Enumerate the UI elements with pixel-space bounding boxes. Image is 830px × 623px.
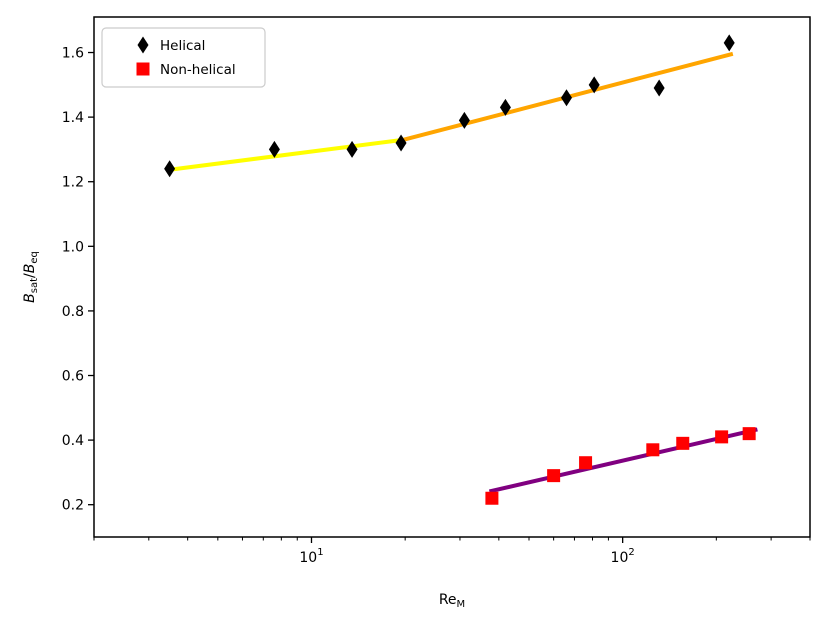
axis-labels-layer: ReM Bsat/Beq [22, 251, 465, 610]
axes-spines [93, 16, 811, 538]
legend-diamond-icon [137, 36, 149, 54]
non-helical-fit-line [488, 427, 758, 494]
legend-square-icon [136, 62, 150, 76]
x-tick-label: 101 [299, 547, 323, 566]
legend-box [101, 27, 266, 88]
y-tick-label: 0.4 [62, 433, 84, 449]
axes-layer [93, 16, 811, 538]
y-tick-label: 1.4 [62, 110, 84, 126]
non-helical-data-point [485, 491, 499, 505]
non-helical-data-point [676, 436, 690, 450]
non-helical-data-point [579, 456, 593, 470]
ticks-layer: 101 102 0.2 0.4 0.6 0.8 1.0 1.2 1.4 1.6 [62, 46, 811, 566]
non-helical-data-point [547, 469, 561, 483]
y-tick-label: 0.2 [62, 498, 84, 514]
helical-data-point [346, 140, 358, 158]
helical-data-point [268, 140, 280, 158]
y-tick-label: 1.6 [62, 46, 84, 62]
helical-data-point [723, 34, 735, 52]
helical-fit-low-Re-line [169, 137, 405, 172]
legend: Helical Non-helical [101, 27, 266, 88]
legend-item-label: Helical [160, 38, 205, 54]
non-helical-data-point [715, 430, 729, 444]
helical-data-point [588, 76, 600, 94]
helical-data-point [653, 79, 665, 97]
x-axis-label: ReM [439, 592, 465, 610]
helical-data-point [164, 160, 176, 178]
legend-item-label: Non-helical [160, 62, 236, 78]
helical-data-point [395, 134, 407, 152]
y-axis-label: Bsat/Beq [22, 251, 40, 303]
y-tick-label: 0.6 [62, 369, 84, 385]
non-helical-data-point [646, 443, 660, 457]
y-tick-label: 0.8 [62, 304, 84, 320]
markers-layer [164, 34, 756, 505]
helical-data-point [499, 98, 511, 116]
y-tick-label: 1.2 [62, 175, 84, 191]
x-tick-label: 102 [611, 547, 635, 566]
non-helical-data-point [742, 427, 756, 441]
helical-data-point [561, 89, 573, 107]
y-tick-label: 1.0 [62, 239, 84, 255]
helical-data-point [458, 111, 470, 129]
